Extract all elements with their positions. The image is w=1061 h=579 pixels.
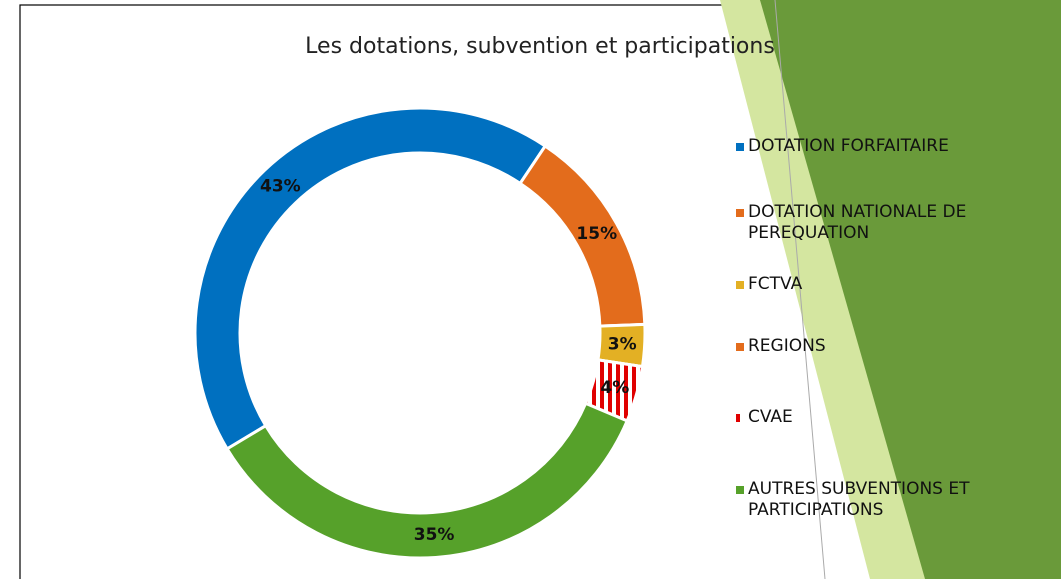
data-label: 43%	[260, 176, 301, 196]
legend-marker	[736, 486, 744, 494]
chart-title: Les dotations, subvention et participati…	[305, 34, 775, 59]
legend-label: REGIONS	[748, 336, 1038, 357]
data-label: 4%	[600, 378, 629, 398]
legend-marker	[736, 209, 744, 217]
legend-marker	[736, 281, 744, 289]
page: Les dotations, subvention et participati…	[0, 0, 1061, 579]
data-label: 3%	[608, 334, 637, 354]
legend-marker	[736, 414, 744, 422]
data-label: 35%	[414, 525, 455, 545]
legend-label: CVAE	[748, 407, 1038, 428]
legend-marker	[736, 143, 744, 151]
data-label: 15%	[576, 224, 617, 244]
legend-marker	[736, 343, 744, 351]
legend-label: AUTRES SUBVENTIONS ET PARTICIPATIONS	[748, 479, 1038, 521]
legend-label: DOTATION NATIONALE DE PEREQUATION	[748, 202, 1038, 244]
legend-label: DOTATION FORFAITAIRE	[748, 136, 1038, 157]
legend-label: FCTVA	[748, 274, 1038, 295]
